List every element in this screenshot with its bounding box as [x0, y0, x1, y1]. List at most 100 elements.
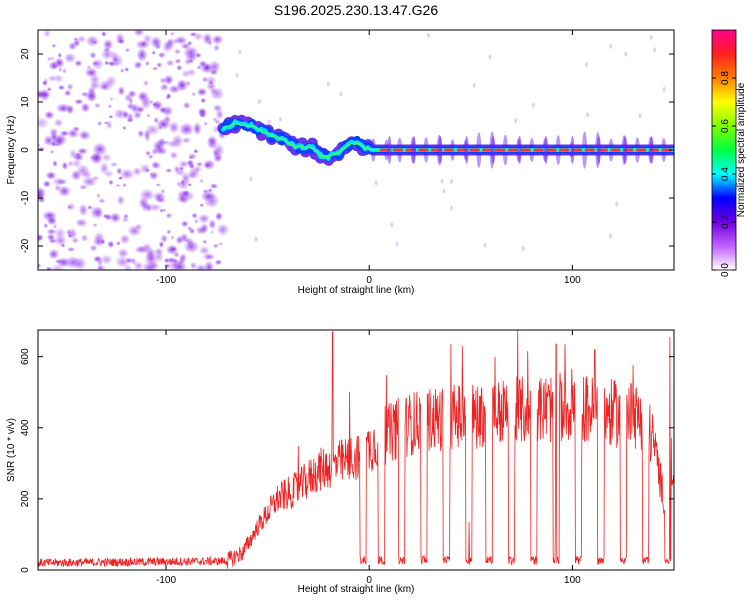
noise-blob [49, 149, 55, 155]
trace-mid [219, 118, 674, 162]
noise-blob [212, 142, 225, 159]
spec-ytick-label: 0 [20, 147, 31, 153]
noise-dot [531, 102, 535, 108]
noise-blob [169, 150, 179, 160]
noise-blob [115, 183, 121, 188]
noise-blob [180, 69, 191, 79]
noise-blob [176, 64, 183, 71]
spec-ytick-label: -20 [20, 238, 31, 253]
noise-blob [194, 264, 208, 270]
noise-blob [144, 168, 151, 173]
noise-blob [199, 203, 204, 208]
noise-blob [143, 131, 151, 143]
noise-dot [257, 99, 261, 105]
noise-dot [649, 34, 653, 40]
noise-blob [45, 228, 58, 236]
noise-blob [164, 262, 171, 269]
noise-dot [488, 54, 492, 60]
noise-blob [89, 51, 97, 60]
noise-blob [124, 67, 130, 72]
spectrogram-ylabel: Frequency (Hz) [6, 116, 17, 185]
noise-blob [104, 60, 109, 66]
noise-blob [54, 184, 62, 192]
noise-blob [202, 188, 210, 194]
noise-blob [212, 43, 221, 53]
noise-blob [91, 57, 105, 71]
noise-dot [267, 119, 271, 125]
noise-dot [440, 178, 444, 184]
noise-blob [133, 60, 143, 70]
noise-blob [151, 50, 156, 56]
noise-blob [214, 211, 224, 221]
noise-blob [193, 148, 199, 154]
noise-blob [89, 204, 100, 220]
noise-blob [57, 52, 62, 59]
noise-dot [278, 116, 282, 122]
pulse-lobe [544, 136, 548, 164]
noise-dot [395, 241, 399, 247]
noise-blob [182, 239, 200, 254]
noise-blob [43, 77, 48, 84]
noise-dot [339, 91, 343, 97]
snr-xtick-label: -100 [156, 575, 176, 586]
noise-blob [55, 178, 68, 186]
noise-dot [615, 201, 619, 207]
pulse-lobe [570, 136, 575, 164]
noise-blob [60, 243, 66, 248]
noise-dot [638, 113, 642, 118]
noise-blob [202, 252, 216, 261]
noise-blob [122, 125, 127, 131]
pulse-lobe [387, 136, 392, 164]
colorbar-axes: 0.0 0.2 0.4 0.6 0.8 [712, 71, 736, 277]
noise-blob [182, 101, 191, 110]
noise-blob [109, 161, 119, 168]
noise-blob [171, 133, 184, 149]
noise-blob [209, 183, 219, 190]
noise-blob [149, 35, 163, 49]
noise-blob [85, 34, 100, 48]
noise-blob [68, 148, 78, 160]
noise-blob [192, 121, 202, 136]
colorbar-tick-label: 0.2 [720, 215, 731, 229]
noise-blob [136, 129, 145, 138]
noise-blob [154, 196, 167, 204]
noise-blob [180, 220, 190, 228]
noise-dot [450, 205, 454, 211]
colorbar-tick-label: 0.6 [720, 119, 731, 133]
noise-blob [198, 59, 208, 68]
noise-blob [45, 170, 57, 181]
noise-blob [123, 213, 129, 219]
noise-blob [124, 47, 131, 53]
noise-dot [374, 180, 378, 186]
noise-blob [217, 241, 225, 246]
snr-plot-area [38, 330, 674, 569]
noise-blob [165, 167, 173, 174]
noise-blob [91, 175, 100, 182]
noise-blob [86, 64, 92, 70]
noise-blob [119, 233, 131, 245]
colorbar-label: Normalized spectral amplitude [736, 82, 747, 217]
noise-blob [186, 159, 195, 167]
noise-blob [38, 233, 44, 243]
pulse-lobe [517, 136, 522, 164]
noise-dot [585, 62, 588, 68]
noise-dot [624, 51, 628, 57]
noise-blob [74, 59, 83, 67]
pulse-lobe [491, 136, 496, 164]
noise-blob [176, 189, 189, 200]
noise-blob [209, 230, 215, 235]
noise-blob [192, 165, 203, 174]
noise-blob [96, 258, 104, 268]
noise-blob [38, 89, 46, 100]
snr-xlabel: Height of straight line (km) [298, 584, 415, 595]
noise-dot [427, 32, 430, 38]
noise-blob [148, 170, 159, 181]
snr-ytick-label: 400 [20, 419, 31, 436]
noise-blob [38, 143, 41, 147]
noise-blob [38, 263, 42, 269]
noise-blob [100, 238, 106, 245]
noise-blob [197, 213, 211, 224]
noise-blob [70, 158, 83, 168]
noise-blob [126, 117, 135, 123]
